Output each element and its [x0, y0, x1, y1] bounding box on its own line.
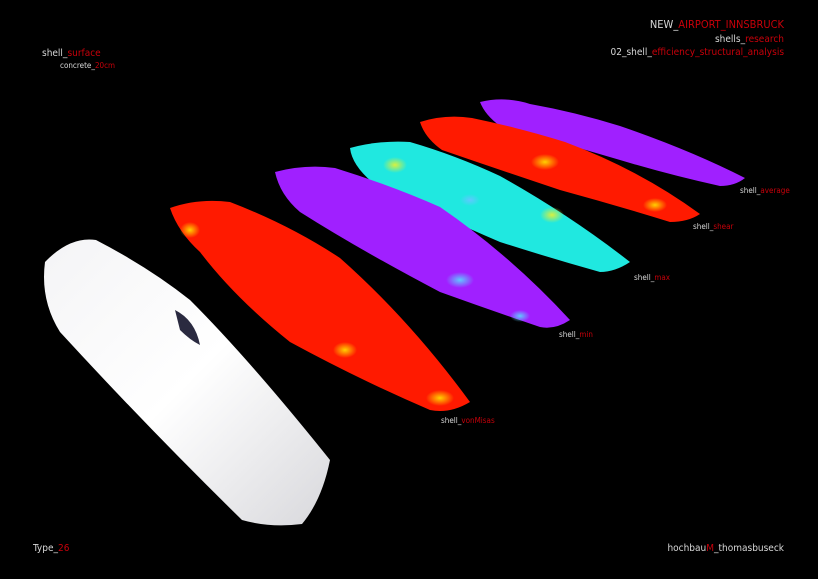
material-label: shell_surface — [42, 48, 101, 59]
author-credit: hochbauM_thomasbuseck — [667, 543, 784, 554]
shell-shear-surface — [420, 116, 700, 222]
shell-average-surface — [480, 99, 745, 186]
project-subtitle: shells_research — [714, 34, 784, 45]
shell-vonmisas-surface — [170, 200, 470, 411]
project-subject: 02_shell_efficiency_structural_analysis — [610, 47, 784, 58]
shell-min-surface — [275, 166, 570, 328]
label-shell-vonmisas: shell_vonMisas — [441, 416, 495, 425]
type-label: Type_26 — [33, 543, 70, 554]
material-thickness: concrete_20cm — [60, 61, 116, 70]
shell-surface-white — [44, 239, 330, 526]
label-shell-average: shell_average — [740, 186, 790, 195]
shell-max-surface — [350, 141, 630, 272]
project-title: NEW_AIRPORT_INNSBRUCK — [649, 18, 784, 31]
label-shell-min: shell_min — [559, 330, 593, 339]
label-shell-shear: shell_shear — [693, 222, 734, 231]
label-shell-max: shell_max — [634, 273, 671, 282]
